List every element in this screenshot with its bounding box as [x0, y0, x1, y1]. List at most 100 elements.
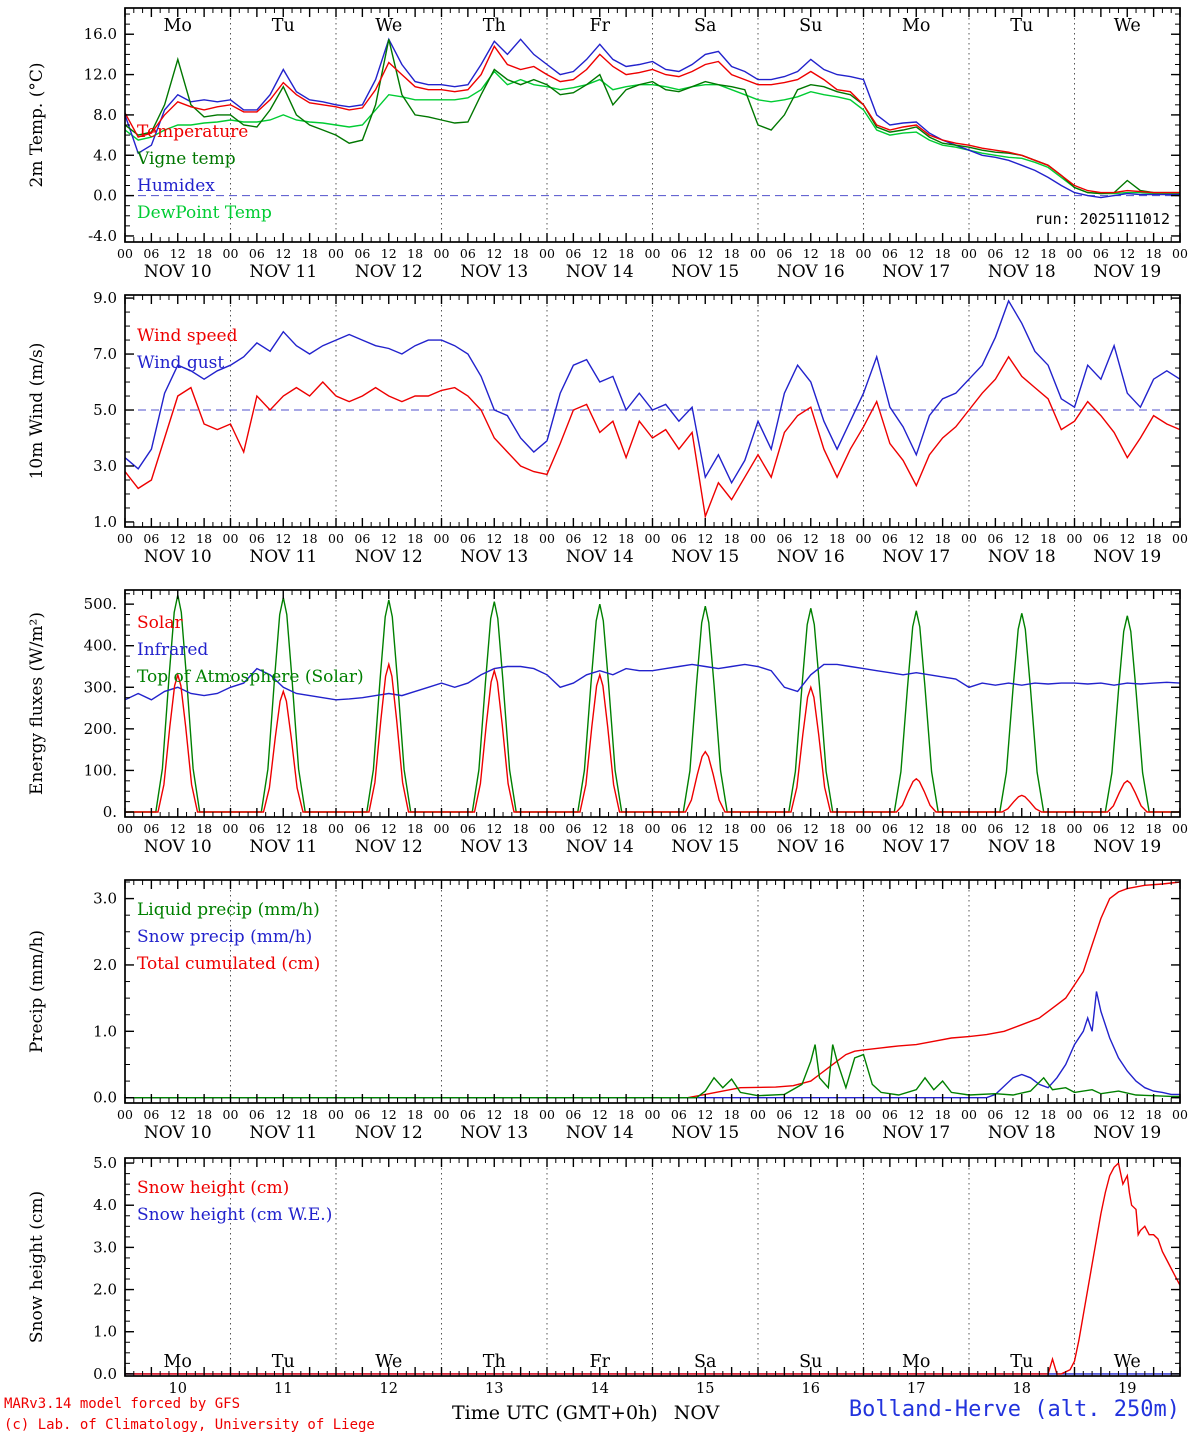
hour-tick-label: 12 — [170, 246, 186, 261]
hour-tick-label: 18 — [935, 246, 951, 261]
hour-tick-label: 06 — [1093, 531, 1109, 546]
y-tick-label: 16.0 — [84, 25, 117, 43]
model-credit: MARv3.14 model forced by GFS (c) Lab. of… — [4, 1394, 375, 1436]
series-vigne-temp — [124, 39, 1180, 195]
hour-tick-label: 12 — [486, 1107, 502, 1122]
hour-tick-label: 06 — [776, 1107, 792, 1122]
hour-tick-label: 06 — [987, 1107, 1003, 1122]
date-label: NOV 12 — [355, 547, 423, 567]
hour-tick-label: 06 — [671, 821, 687, 836]
hour-tick-label: 18 — [513, 1107, 529, 1122]
day-name-label: We — [1114, 1352, 1141, 1372]
date-label: NOV 10 — [144, 837, 212, 857]
hour-tick-label: 18 — [302, 246, 318, 261]
hour-tick-label: 18 — [1146, 246, 1162, 261]
hour-tick-label: 06 — [671, 531, 687, 546]
day-name-label: Mo — [164, 1352, 192, 1372]
hour-tick-label: 00 — [1067, 821, 1083, 836]
hour-tick-label: 06 — [460, 531, 476, 546]
hour-tick-label: 12 — [275, 246, 291, 261]
y-axis-title: Precip (mm/h) — [27, 930, 47, 1053]
y-axis-energy: 0. 100. 200. 300. 400. 500. — [84, 593, 1180, 821]
snow-legend: Snow height (cm) Snow height (cm W.E.) — [137, 1175, 332, 1229]
y-tick-label: 400. — [84, 637, 117, 655]
y-axis-title: 10m Wind (m/s) — [27, 343, 47, 480]
hour-tick-label: 06 — [249, 1107, 265, 1122]
hour-tick-label: 18 — [407, 246, 423, 261]
hour-tick-label: 18 — [407, 1107, 423, 1122]
hour-tick-label: 18 — [302, 531, 318, 546]
hour-tick-label: 18 — [513, 246, 529, 261]
hour-tick-label: 18 — [829, 246, 845, 261]
hour-tick-label: 12 — [697, 531, 713, 546]
hour-tick-label: 00 — [223, 531, 239, 546]
hour-tick-label: 00 — [223, 821, 239, 836]
hour-tick-label: 00 — [961, 246, 977, 261]
day-number-label: 12 — [380, 1381, 398, 1397]
hour-tick-label: 06 — [565, 1107, 581, 1122]
hour-tick-label: 00 — [1172, 821, 1188, 836]
date-label: NOV 19 — [1093, 547, 1161, 567]
hour-tick-label: 12 — [1119, 246, 1135, 261]
date-label: NOV 12 — [355, 837, 423, 857]
hour-tick-label: 12 — [1119, 531, 1135, 546]
date-label: NOV 15 — [671, 262, 739, 282]
hour-tick-label: 00 — [117, 1107, 133, 1122]
date-label: NOV 15 — [671, 837, 739, 857]
date-label: NOV 17 — [882, 262, 950, 282]
hour-tick-label: 12 — [908, 821, 924, 836]
hour-tick-label: 06 — [565, 531, 581, 546]
hour-tick-label: 06 — [1093, 821, 1109, 836]
day-name-label: Tu — [272, 1352, 295, 1372]
series-snow-precip — [125, 991, 1180, 1099]
hour-tick-label: 18 — [829, 1107, 845, 1122]
hour-tick-label: 12 — [697, 821, 713, 836]
hour-tick-label: 12 — [275, 821, 291, 836]
wind-legend: Wind speed Wind gust — [137, 323, 237, 377]
panel-energy: 0.100.200.300.400.500.00 06 12 18 00 06 12 18 00… — [27, 589, 1188, 857]
date-label: NOV 18 — [988, 547, 1056, 567]
hour-tick-label: 00 — [1172, 1107, 1188, 1122]
model-credit-line1: MARv3.14 model forced by GFS — [4, 1396, 241, 1412]
legend-item-snow-height-we: Snow height (cm W.E.) — [137, 1205, 333, 1225]
hour-tick-label: 18 — [724, 246, 740, 261]
hour-tick-label: 18 — [513, 821, 529, 836]
hour-tick-label: 00 — [117, 821, 133, 836]
date-label: NOV 15 — [671, 547, 739, 567]
date-label: NOV 17 — [882, 1123, 950, 1143]
date-label: NOV 14 — [566, 837, 634, 857]
hour-tick-label: 06 — [987, 531, 1003, 546]
hour-tick-label: 18 — [935, 1107, 951, 1122]
hour-tick-label: 12 — [170, 821, 186, 836]
panel-wind: 1.03.05.07.09.000 06 12 18 00 06 12 18 00 06 12 18 0… — [27, 289, 1188, 567]
legend-item-wind-gust: Wind gust — [137, 353, 225, 373]
hour-tick-label: 18 — [407, 531, 423, 546]
date-label: NOV 14 — [566, 262, 634, 282]
hour-tick-label: 06 — [143, 246, 159, 261]
hour-tick-label: 00 — [645, 531, 661, 546]
hour-tick-label: 18 — [196, 246, 212, 261]
hour-tick-label: 06 — [460, 1107, 476, 1122]
hour-tick-label: 00 — [539, 1107, 555, 1122]
hour-tick-label: 06 — [143, 531, 159, 546]
hour-tick-label: 18 — [1040, 246, 1056, 261]
y-axis-wind: 1.0 3.0 5.0 7.0 9.0 — [93, 289, 1180, 531]
y-tick-label: 100. — [84, 761, 117, 779]
x-axis-energy: 00 06 12 18 00 06 12 18 00 06 12 18 00 06 12 18 00 06 12 18… — [117, 590, 1188, 857]
hour-tick-label: 06 — [354, 531, 370, 546]
hour-tick-label: 00 — [328, 821, 344, 836]
hour-tick-label: 18 — [829, 821, 845, 836]
hour-tick-label: 00 — [961, 1107, 977, 1122]
y-tick-label: 0.0 — [93, 187, 117, 205]
date-label: NOV 13 — [460, 1123, 528, 1143]
x-axis-precip: 00 06 12 18 00 06 12 18 00 06 12 18 00 06 12 18 00 06 12 18… — [117, 880, 1188, 1143]
y-tick-label: 12.0 — [84, 66, 117, 84]
y-tick-label: 3.0 — [93, 457, 117, 475]
date-label: NOV 10 — [144, 262, 212, 282]
temperature-legend: Temperature Vigne temp Humidex DewPoint Tem… — [137, 119, 272, 227]
hour-tick-label: 00 — [856, 531, 872, 546]
hour-tick-label: 18 — [1146, 1107, 1162, 1122]
legend-item-snow-height: Snow height (cm) — [137, 1178, 290, 1198]
date-label: NOV 13 — [460, 837, 528, 857]
hour-tick-label: 12 — [803, 821, 819, 836]
